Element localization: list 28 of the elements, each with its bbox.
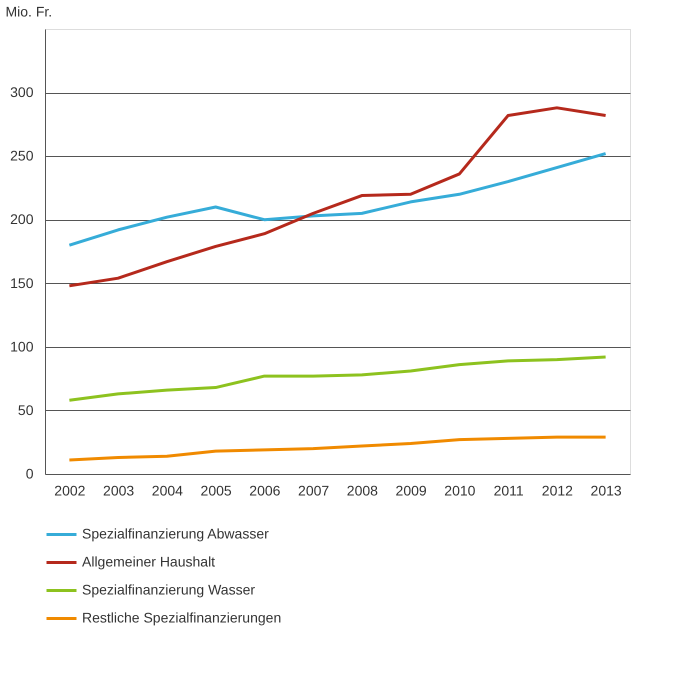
x-tick-label: 2005: [200, 482, 232, 498]
x-tick-label: 2004: [152, 482, 184, 498]
x-tick-label: 2010: [444, 482, 476, 498]
x-tick-label: 2013: [590, 482, 622, 498]
x-tick-label: 2009: [396, 482, 427, 498]
y-tick-label: 150: [10, 274, 34, 291]
legend-label: Spezialfinanzierung Wasser: [82, 582, 256, 598]
x-tick-label: 2011: [494, 482, 524, 498]
legend-label: Spezialfinanzierung Abwasser: [82, 526, 270, 542]
line-series: [68, 152, 608, 247]
y-tick-label: 0: [26, 466, 34, 482]
y-tick-label: 50: [18, 402, 34, 418]
x-tick-label: 2008: [346, 482, 378, 498]
x-tick-label: 2007: [298, 482, 330, 498]
y-tick-label: 100: [10, 338, 34, 354]
line-series: [68, 106, 608, 288]
legend-label: Restliche Spezialfinanzierungen: [82, 610, 282, 626]
y-tick-label: 300: [10, 84, 34, 100]
x-tick-label: 2003: [103, 482, 134, 498]
y-tick-label: 250: [10, 148, 34, 164]
legend-label: Allgemeiner Haushalt: [82, 554, 216, 570]
y-axis-title: Mio. Fr.: [6, 4, 52, 20]
line-series: [68, 436, 608, 462]
y-tick-label: 200: [10, 211, 34, 228]
line-series: [68, 356, 608, 402]
x-tick-label: 2006: [249, 482, 281, 498]
x-tick-label: 2012: [542, 482, 574, 498]
x-tick-label: 2002: [54, 482, 86, 498]
